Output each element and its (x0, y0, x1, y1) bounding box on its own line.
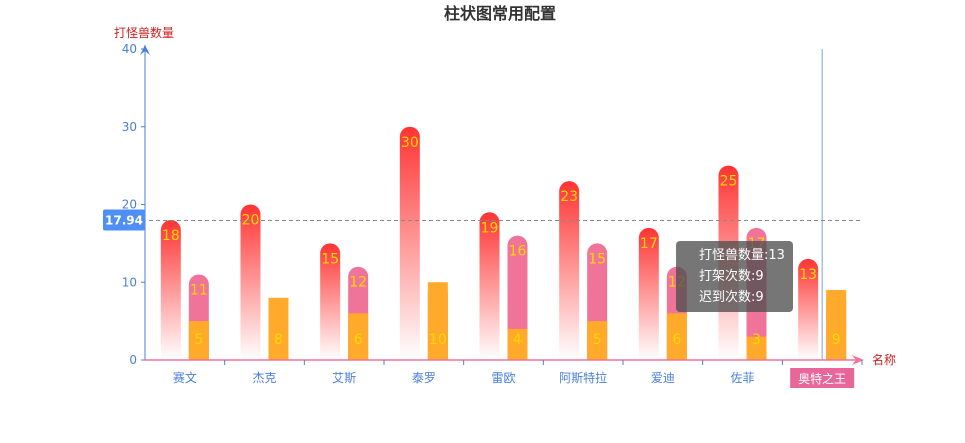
bar-kills (638, 227, 659, 360)
bar-label-kills: 17 (640, 236, 658, 252)
bar-late (746, 336, 767, 360)
bar-label-kills: 13 (799, 267, 817, 283)
bar-kills (399, 126, 420, 360)
x-tick-label: 艾斯 (332, 371, 356, 385)
x-tick-label: 奥特之王 (798, 371, 846, 386)
tooltip-line-fights: 打架次数:9 (699, 269, 764, 284)
bar-late (268, 297, 289, 360)
x-tick-label: 杰克 (252, 371, 276, 385)
bar-label-kills: 19 (481, 220, 499, 236)
x-axis-arrow-icon (852, 355, 864, 365)
chart-title: 柱状图常用配置 (444, 4, 556, 23)
x-tick-label: 佐菲 (730, 371, 754, 385)
bar-label-late: 8 (274, 332, 283, 348)
bar-late (826, 290, 847, 360)
bar-kills (559, 181, 580, 360)
tooltip-line-late: 迟到次数:9 (699, 290, 764, 305)
bar-kills (240, 204, 261, 360)
x-tick-label: 赛文 (173, 370, 197, 385)
x-tick-label: 雷欧 (491, 371, 515, 385)
bar-label-kills: 23 (560, 189, 578, 205)
bar-kills (320, 243, 341, 360)
y-tick-label: 20 (122, 198, 137, 212)
bar-label-fights: 15 (588, 251, 606, 267)
y-tick-label: 0 (129, 353, 137, 367)
bar-late (188, 321, 209, 360)
plot-area: 0102030401811520681512630101019164231551… (103, 42, 864, 388)
bar-label-kills: 25 (720, 174, 738, 190)
bar-label-late: 3 (752, 332, 761, 348)
bar-kills (479, 212, 500, 360)
bar-label-kills: 15 (321, 251, 339, 267)
average-value-badge (103, 209, 145, 231)
x-tick-label: 阿斯特拉 (559, 370, 607, 385)
average-value-label: 17.94 (105, 214, 143, 228)
y-tick-label: 40 (122, 42, 137, 56)
x-tick-label: 爱迪 (651, 371, 675, 385)
tooltip-line-kills: 打怪兽数量:13 (699, 248, 785, 263)
highlight-category-badge (790, 368, 855, 388)
bar-late (507, 328, 528, 360)
bar-label-kills: 30 (401, 135, 419, 151)
bar-label-late: 9 (832, 332, 841, 348)
bar-late (587, 321, 608, 360)
bar-label-kills: 18 (162, 228, 180, 244)
y-axis-arrow-icon (140, 45, 150, 55)
x-axis-label: 名称 (872, 352, 896, 367)
bar-label-late: 5 (593, 332, 602, 348)
bar-label-late: 10 (429, 332, 447, 348)
bar-late (427, 282, 448, 360)
data-tooltip: 打怪兽数量:13 打架次数:9 迟到次数:9 (676, 241, 793, 312)
bar-label-fights: 12 (349, 275, 367, 291)
bar-late (348, 313, 369, 360)
bar-label-late: 5 (194, 332, 203, 348)
y-tick-label: 30 (122, 120, 137, 134)
bar-kills (798, 258, 819, 360)
bar-label-late: 6 (672, 332, 681, 348)
bar-label-fights: 16 (509, 244, 527, 260)
bar-late (666, 313, 687, 360)
bar-label-late: 4 (513, 332, 522, 348)
x-tick-label: 泰罗 (412, 371, 436, 385)
bar-label-fights: 11 (190, 282, 208, 298)
y-tick-label: 10 (122, 275, 137, 289)
bar-label-late: 6 (354, 332, 363, 348)
y-axis-label: 打怪兽数量 (114, 25, 174, 40)
bar-kills (160, 220, 181, 360)
